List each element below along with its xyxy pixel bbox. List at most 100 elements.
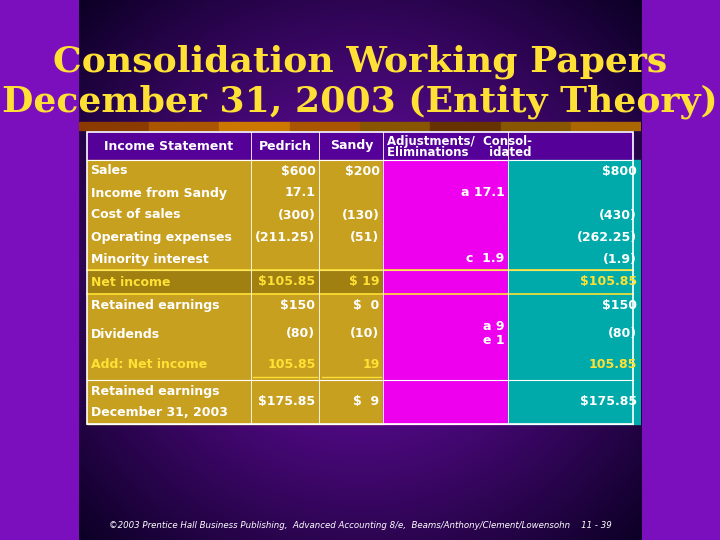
Bar (384, 226, 508, 248)
Text: (130): (130) (342, 208, 379, 221)
Bar (571, 122, 641, 130)
Text: Sales: Sales (91, 165, 128, 178)
Text: Dividends: Dividends (91, 327, 160, 341)
Bar (508, 270, 641, 294)
Bar (384, 380, 508, 424)
Bar (220, 122, 289, 130)
Bar (320, 204, 384, 226)
Bar (508, 350, 641, 380)
Bar (500, 122, 571, 130)
Bar (384, 294, 508, 318)
Bar (251, 248, 320, 270)
Text: $150: $150 (602, 300, 637, 313)
Text: Sandy: Sandy (330, 139, 373, 152)
Bar (86, 350, 251, 380)
Bar (251, 318, 320, 350)
Bar (251, 380, 320, 424)
Text: $ 19: $ 19 (349, 275, 379, 288)
Text: Add: Net income: Add: Net income (91, 359, 207, 372)
Text: (80): (80) (608, 327, 637, 341)
Text: (51): (51) (350, 231, 379, 244)
Bar (320, 350, 384, 380)
Bar (508, 226, 641, 248)
Bar (86, 132, 634, 160)
Text: (430): (430) (599, 208, 637, 221)
Text: (1.9): (1.9) (603, 253, 637, 266)
Bar (251, 270, 320, 294)
Bar (384, 204, 508, 226)
Bar (86, 204, 251, 226)
Bar (508, 294, 641, 318)
Bar (251, 160, 320, 182)
Text: (300): (300) (278, 208, 315, 221)
Bar (86, 226, 251, 248)
Bar (508, 248, 641, 270)
Bar (508, 318, 641, 350)
Bar (320, 294, 384, 318)
Text: 105.85: 105.85 (267, 359, 315, 372)
Bar (320, 182, 384, 204)
Text: $200: $200 (345, 165, 379, 178)
Text: c  1.9: c 1.9 (467, 253, 505, 266)
Bar (320, 318, 384, 350)
Text: Retained earnings: Retained earnings (91, 300, 219, 313)
Text: Consolidation Working Papers: Consolidation Working Papers (53, 45, 667, 79)
Bar (360, 122, 431, 130)
Bar (251, 294, 320, 318)
Bar (251, 204, 320, 226)
Bar (86, 132, 634, 424)
Bar (251, 350, 320, 380)
Bar (384, 248, 508, 270)
Bar (86, 248, 251, 270)
Bar (384, 270, 508, 294)
Text: Eliminations     idated: Eliminations idated (387, 145, 532, 159)
Text: (10): (10) (350, 327, 379, 341)
Bar (320, 270, 384, 294)
Bar (86, 182, 251, 204)
Text: $800: $800 (603, 165, 637, 178)
Text: e 1: e 1 (483, 334, 505, 348)
Text: Minority interest: Minority interest (91, 253, 208, 266)
Text: $150: $150 (281, 300, 315, 313)
Text: $  0: $ 0 (354, 300, 379, 313)
Bar (79, 122, 149, 130)
Text: $175.85: $175.85 (580, 395, 637, 408)
Text: Cost of sales: Cost of sales (91, 208, 180, 221)
Bar (508, 204, 641, 226)
Bar (86, 160, 251, 182)
Bar (320, 160, 384, 182)
Text: $600: $600 (281, 165, 315, 178)
Bar (384, 350, 508, 380)
Bar (251, 226, 320, 248)
Bar (86, 380, 251, 424)
Text: $175.85: $175.85 (258, 395, 315, 408)
Text: Adjustments/  Consol-: Adjustments/ Consol- (387, 134, 532, 147)
Bar (384, 182, 508, 204)
Bar (508, 182, 641, 204)
Bar (149, 122, 220, 130)
Bar (251, 182, 320, 204)
Text: 19: 19 (362, 359, 379, 372)
Text: December 31, 2003 (Entity Theory): December 31, 2003 (Entity Theory) (2, 85, 718, 119)
Bar (320, 226, 384, 248)
Text: Pedrich: Pedrich (258, 139, 312, 152)
Bar (384, 318, 508, 350)
Text: Net income: Net income (91, 275, 170, 288)
Text: a 17.1: a 17.1 (461, 186, 505, 199)
Text: Income from Sandy: Income from Sandy (91, 186, 227, 199)
Text: $105.85: $105.85 (258, 275, 315, 288)
Text: $105.85: $105.85 (580, 275, 637, 288)
Bar (86, 318, 251, 350)
Text: (80): (80) (287, 327, 315, 341)
Bar (86, 294, 251, 318)
Text: Operating expenses: Operating expenses (91, 231, 231, 244)
Bar (384, 160, 508, 182)
Text: (262.25): (262.25) (577, 231, 637, 244)
Text: 17.1: 17.1 (284, 186, 315, 199)
Bar (289, 122, 360, 130)
Bar (86, 270, 251, 294)
Text: a 9: a 9 (483, 321, 505, 334)
Text: (211.25): (211.25) (255, 231, 315, 244)
Bar (508, 160, 641, 182)
Text: ©2003 Prentice Hall Business Publishing,  Advanced Accounting 8/e,  Beams/Anthon: ©2003 Prentice Hall Business Publishing,… (109, 521, 611, 530)
